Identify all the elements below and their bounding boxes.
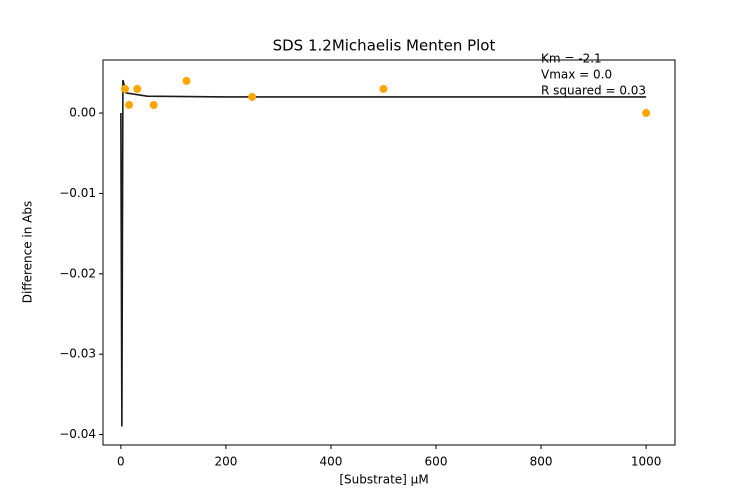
x-tick-label: 1000 xyxy=(631,455,662,469)
y-tick-label: −0.01 xyxy=(59,186,96,200)
x-tick-label: 600 xyxy=(425,455,448,469)
chart-title: SDS 1.2Michaelis Menten Plot xyxy=(273,37,496,55)
point xyxy=(149,101,158,110)
y-tick-label: −0.03 xyxy=(59,347,96,361)
annotation: Vmax = 0.0 xyxy=(541,68,612,82)
x-tick-label: 400 xyxy=(320,455,343,469)
point xyxy=(182,76,191,85)
y-axis-label: Difference in Abs xyxy=(21,201,35,304)
point xyxy=(125,101,134,110)
x-tick-label: 800 xyxy=(530,455,553,469)
fit-line xyxy=(120,79,647,427)
point xyxy=(133,84,142,93)
annotation: R squared = 0.03 xyxy=(541,84,646,98)
point xyxy=(379,84,388,93)
y-tick-label: 0.00 xyxy=(69,106,96,120)
x-tick-label: 200 xyxy=(214,455,237,469)
point xyxy=(120,84,129,93)
y-tick-label: −0.02 xyxy=(59,266,96,280)
x-tick-label: 0 xyxy=(117,455,125,469)
x-axis-label: [Substrate] µM xyxy=(339,473,428,487)
y-tick-label: −0.04 xyxy=(59,427,96,441)
plot-frame xyxy=(102,59,676,446)
point xyxy=(248,92,257,101)
annotation: Km = -2.1 xyxy=(541,52,602,66)
point xyxy=(642,109,651,118)
